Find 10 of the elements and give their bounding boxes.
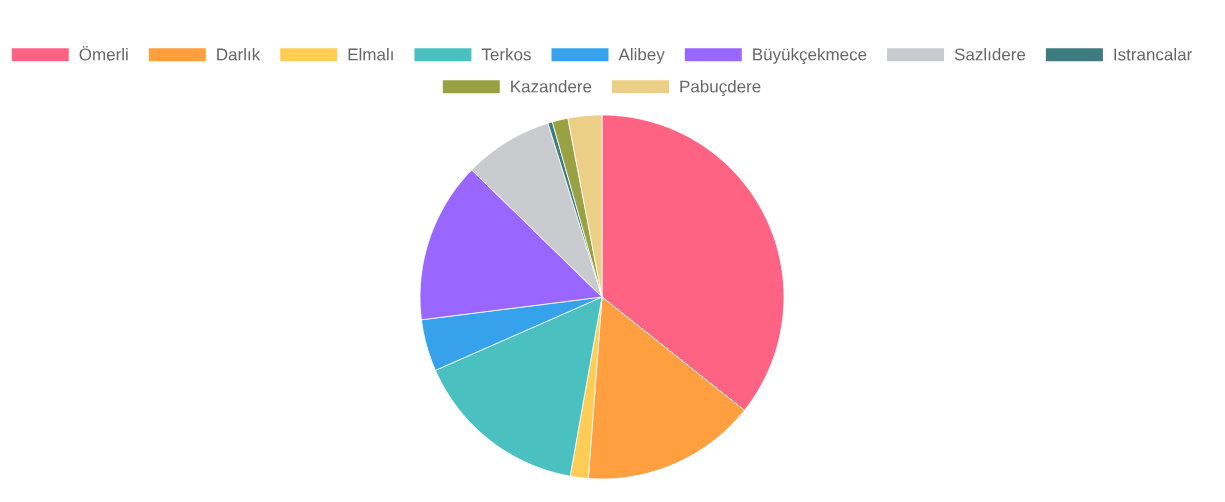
legend-label: Sazlıdere [954, 47, 1026, 61]
legend-label: Elmalı [348, 47, 393, 61]
legend-label: Pabuçdere [680, 80, 761, 96]
legend-label: Ömerli [79, 46, 128, 61]
legend-label: Darlık [217, 47, 261, 61]
legend-label: Kazandere [511, 80, 592, 93]
legend-label: Büyükçekmece [753, 47, 867, 64]
legend-label: Istrancalar [1114, 47, 1192, 61]
legend-label: Terkos [481, 47, 531, 61]
legend-label: Alibey [618, 47, 665, 64]
